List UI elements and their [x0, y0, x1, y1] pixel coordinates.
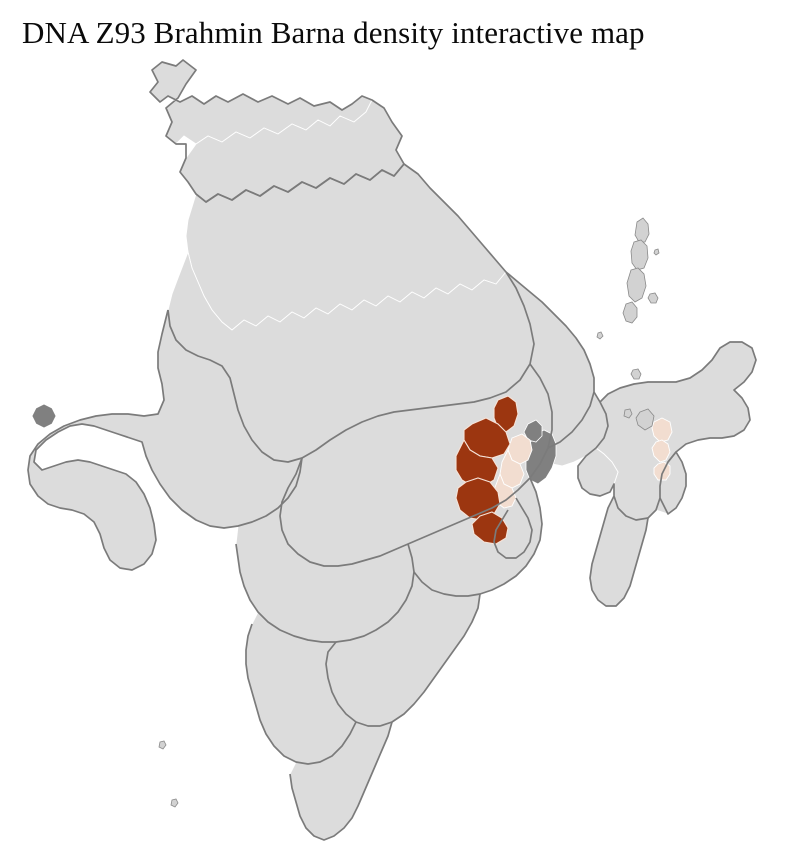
island-lakshadweep-dot-1[interactable]: [158, 740, 167, 750]
border-manipur: [659, 451, 687, 515]
district-low-nagaland-1[interactable]: [651, 417, 673, 443]
border-maharashtra: [235, 543, 415, 643]
border-north-plains: [195, 163, 507, 273]
district-high-2[interactable]: [463, 417, 511, 459]
map-state-borders-layer: [27, 59, 757, 841]
india-map-svg[interactable]: [0, 52, 800, 848]
district-low-nagaland-2[interactable]: [651, 439, 671, 463]
district-high-5[interactable]: [471, 511, 509, 545]
island-nicobar-car[interactable]: [647, 292, 659, 304]
border-bengal: [577, 391, 649, 607]
interactive-map-canvas[interactable]: [0, 52, 800, 848]
district-high-1[interactable]: [493, 395, 519, 433]
district-kutch-tip[interactable]: [31, 403, 57, 429]
map-islands-layer: [158, 217, 660, 808]
island-lakshadweep-dot-2[interactable]: [170, 798, 179, 808]
district-low-bengal-2[interactable]: [499, 448, 525, 489]
border-jk-outline: [149, 59, 405, 203]
page-title: DNA Z93 Brahmin Barna density interactiv…: [22, 15, 645, 50]
map-high-density-layer: [455, 395, 519, 545]
island-nicobar-great[interactable]: [635, 408, 655, 431]
island-little-andaman[interactable]: [622, 301, 638, 324]
border-east-plains: [505, 271, 595, 449]
border-gujarat: [27, 309, 303, 571]
border-karnataka: [245, 623, 357, 765]
border-mp-chhattisgarh: [279, 363, 553, 567]
island-andaman-south[interactable]: [626, 267, 647, 303]
map-low-density-layer: [493, 417, 673, 509]
border-south-tip: [289, 721, 393, 841]
border-bengal-sundarban-coast: [493, 497, 533, 559]
island-nicobar-small[interactable]: [623, 408, 633, 419]
island-nicobar-mid[interactable]: [630, 368, 642, 380]
border-rajasthan-mp: [167, 271, 535, 463]
island-misc-dot-2[interactable]: [653, 248, 660, 256]
island-misc-dot-1[interactable]: [596, 331, 604, 340]
district-coastal-bengal-strip[interactable]: [523, 419, 543, 443]
island-andaman-north[interactable]: [634, 217, 650, 243]
island-andaman-middle[interactable]: [630, 239, 649, 271]
border-odisha: [413, 477, 543, 597]
